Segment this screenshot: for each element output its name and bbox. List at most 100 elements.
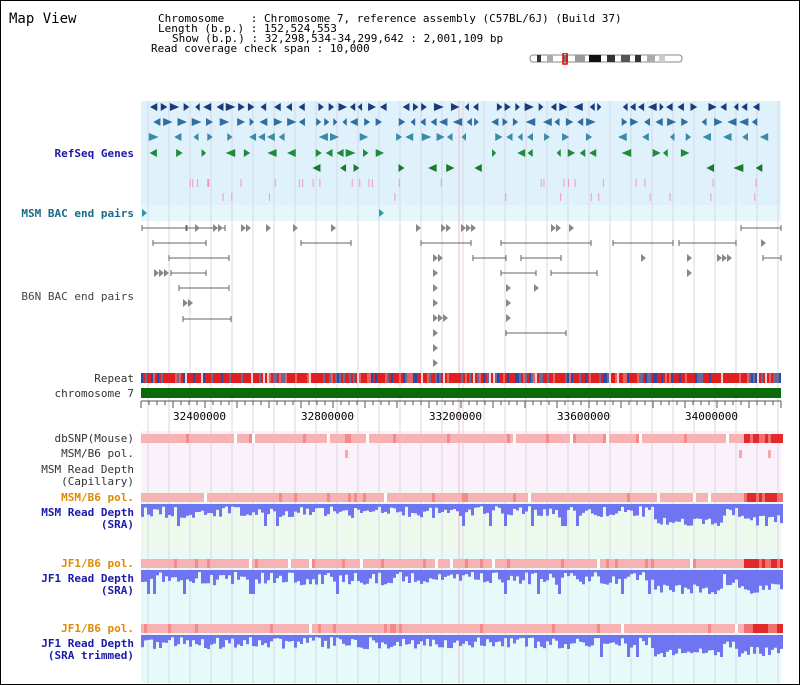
read-depth-bar bbox=[321, 504, 324, 509]
chromosome-ideogram[interactable] bbox=[529, 53, 685, 65]
polymorphism-cell bbox=[453, 624, 456, 633]
polymorphism-cell bbox=[579, 559, 582, 568]
track-label-chromosome[interactable]: chromosome 7 bbox=[54, 387, 134, 400]
read-depth-bar bbox=[666, 635, 669, 652]
polymorphism-cell bbox=[381, 434, 384, 443]
read-depth-bar bbox=[345, 635, 348, 646]
read-depth-bar bbox=[285, 570, 288, 582]
polymorphism-cell bbox=[660, 559, 663, 568]
gene-feature bbox=[405, 133, 414, 141]
polymorphism-cell bbox=[168, 624, 171, 633]
track-label-msm-sra[interactable]: MSM Read Depth (SRA) bbox=[41, 507, 134, 531]
repeat-segment bbox=[363, 373, 365, 383]
read-depth-bar bbox=[741, 504, 744, 516]
polymorphism-cell bbox=[204, 559, 207, 568]
track-label-jf1-trimmed[interactable]: JF1 Read Depth (SRA trimmed) bbox=[41, 638, 134, 662]
track-label-refseq-genes[interactable]: RefSeq Genes bbox=[54, 147, 134, 160]
polymorphism-cell bbox=[474, 434, 477, 443]
read-depth-bar bbox=[333, 504, 336, 512]
read-depth-bar bbox=[222, 504, 225, 509]
polymorphism-cell bbox=[423, 434, 426, 443]
track-label-jf1-b6-pol-2[interactable]: JF1/B6 pol. bbox=[61, 622, 134, 635]
polymorphism-cell bbox=[531, 493, 534, 502]
polymorphism-cell bbox=[264, 559, 267, 568]
track-label-msm-bac[interactable]: MSM BAC end pairs bbox=[21, 207, 134, 220]
track-label-msm-b6-pol-1[interactable]: MSM/B6 pol. bbox=[61, 447, 134, 460]
polymorphism-cell bbox=[495, 493, 498, 502]
repeat-segment bbox=[245, 373, 247, 383]
read-depth-bar bbox=[438, 635, 441, 648]
read-depth-bar bbox=[399, 570, 402, 573]
polymorphism-cell bbox=[297, 559, 300, 568]
repeat-segment bbox=[475, 373, 477, 383]
track-label-b6n-bac[interactable]: B6N BAC end pairs bbox=[21, 290, 134, 303]
read-depth-bar bbox=[591, 504, 594, 514]
repeat-segment bbox=[621, 373, 623, 383]
gene-feature bbox=[258, 133, 266, 141]
polymorphism-cell bbox=[408, 624, 411, 633]
repeat-segment bbox=[339, 373, 341, 383]
polymorphism-cell bbox=[750, 559, 753, 568]
polymorphism-cell bbox=[519, 624, 522, 633]
read-depth-bar bbox=[579, 504, 582, 516]
polymorphism-cell bbox=[459, 624, 462, 633]
gene-feature bbox=[357, 103, 363, 111]
read-depth-bar bbox=[690, 504, 693, 526]
read-depth-bar bbox=[591, 570, 594, 577]
gene-feature bbox=[286, 103, 293, 111]
gene-feature bbox=[227, 133, 233, 141]
polymorphism-cell bbox=[615, 434, 618, 443]
polymorphism-cell bbox=[408, 493, 411, 502]
polymorphism-cell bbox=[552, 624, 555, 633]
repeat-segment bbox=[201, 373, 203, 383]
polymorphism-cell bbox=[660, 434, 663, 443]
read-depth-bar bbox=[147, 570, 150, 594]
read-depth-bar bbox=[417, 635, 420, 645]
read-depth-bar bbox=[261, 635, 264, 646]
polymorphism-cell bbox=[258, 493, 261, 502]
track-label-jf1-b6-pol-1[interactable]: JF1/B6 pol. bbox=[61, 557, 134, 570]
read-depth-bar bbox=[342, 635, 345, 644]
polymorphism-cell bbox=[174, 434, 177, 443]
read-depth-bar bbox=[324, 570, 327, 576]
track-label-dbsnp[interactable]: dbSNP(Mouse) bbox=[54, 432, 134, 445]
read-depth-bar bbox=[669, 504, 672, 523]
gene-feature bbox=[421, 103, 427, 111]
polymorphism-cell bbox=[567, 493, 570, 502]
polymorphism-cell bbox=[141, 434, 144, 443]
read-depth-bar bbox=[471, 504, 474, 516]
polymorphism-cell bbox=[360, 493, 363, 502]
repeat-segment bbox=[623, 373, 625, 383]
polymorphism-cell bbox=[399, 434, 402, 443]
polymorphism-cell bbox=[513, 624, 516, 633]
polymorphism-cell bbox=[384, 624, 387, 633]
polymorphism-cell bbox=[468, 493, 471, 502]
track-label-jf1-sra-line2: (SRA) bbox=[100, 584, 134, 597]
polymorphism-cell bbox=[468, 434, 471, 443]
track-label-msm-b6-pol-2[interactable]: MSM/B6 pol. bbox=[61, 491, 134, 504]
read-depth-bar bbox=[255, 504, 258, 515]
polymorphism-cell bbox=[192, 559, 195, 568]
polymorphism-cell bbox=[663, 624, 666, 633]
polymorphism-cell bbox=[462, 559, 465, 568]
track-label-msm-capillary[interactable]: MSM Read Depth (Capillary) bbox=[41, 464, 134, 488]
polymorphism-cell bbox=[531, 559, 534, 568]
polymorphism-cell bbox=[432, 559, 435, 568]
repeat-segment bbox=[337, 373, 339, 383]
gene-feature bbox=[701, 118, 707, 126]
gene-feature bbox=[622, 103, 628, 111]
read-depth-bar bbox=[249, 504, 252, 516]
read-depth-bar bbox=[411, 570, 414, 574]
read-depth-bar bbox=[588, 504, 591, 510]
read-depth-bar bbox=[519, 504, 522, 508]
polymorphism-cell bbox=[384, 434, 387, 443]
track-label-repeat[interactable]: Repeat bbox=[94, 372, 134, 385]
read-depth-bar bbox=[465, 635, 468, 642]
repeat-segment bbox=[537, 373, 539, 383]
track-label-jf1-sra[interactable]: JF1 Read Depth (SRA) bbox=[41, 573, 134, 597]
read-depth-bar bbox=[489, 504, 492, 526]
polymorphism-cell bbox=[465, 559, 468, 568]
polymorphism-cell bbox=[762, 434, 765, 443]
read-depth-bar bbox=[780, 504, 783, 524]
